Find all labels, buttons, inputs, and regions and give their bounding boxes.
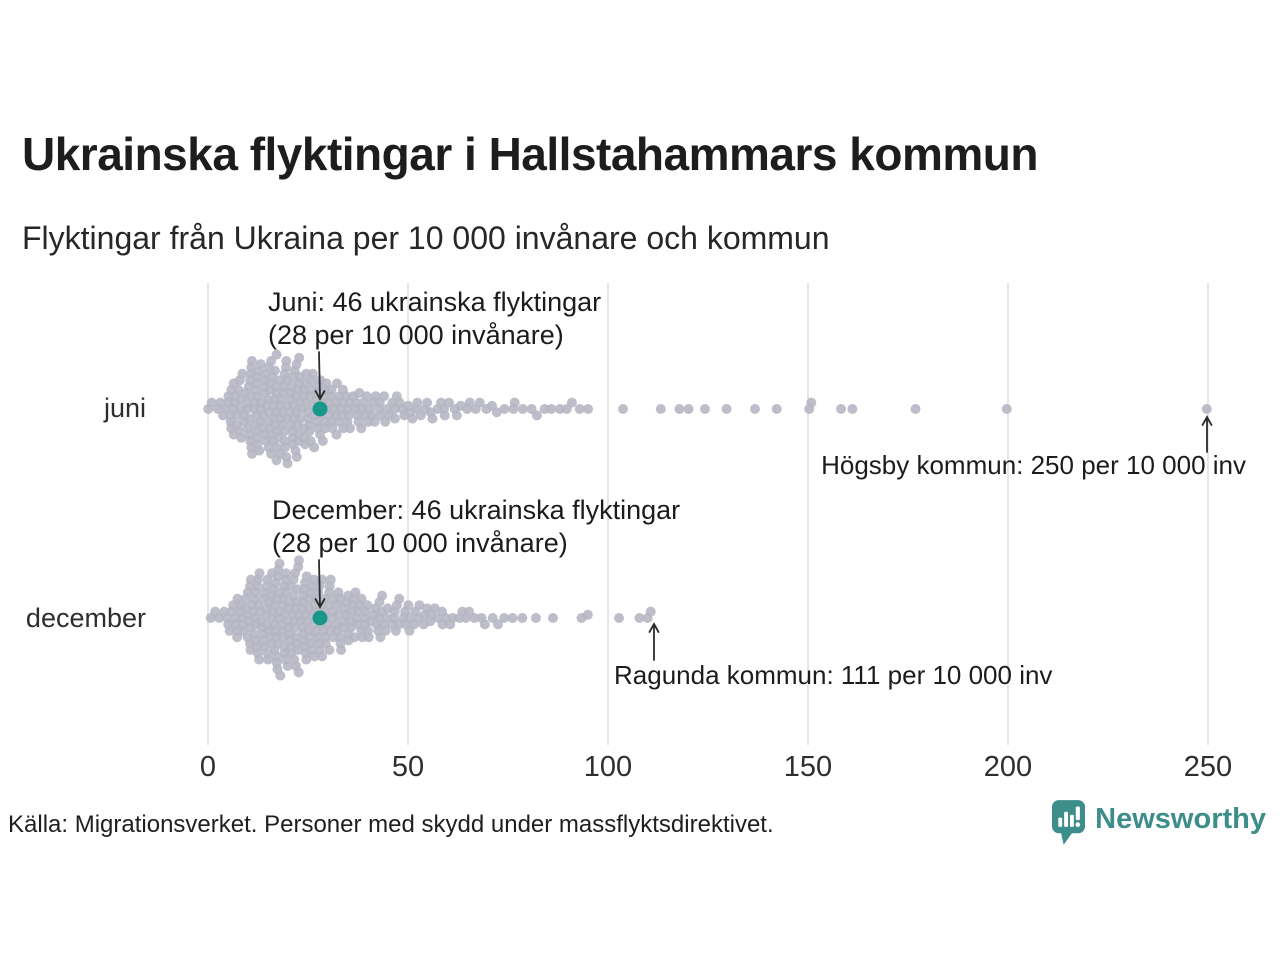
annotation-arrows	[314, 351, 1213, 661]
brand-logo: Newsworthy	[1051, 799, 1266, 846]
row-label-december: december	[25, 603, 146, 633]
x-tick-label: 100	[583, 751, 633, 783]
annotation-arrow	[1201, 415, 1213, 453]
x-tick-label: 50	[391, 751, 425, 783]
annotation-ragunda-max: Ragunda kommun: 111 per 10 000 inv	[614, 660, 1053, 690]
highlight-dot-december	[312, 610, 328, 626]
x-tick-label: 150	[783, 751, 833, 783]
annotation-line: (28 per 10 000 invånare)	[272, 527, 568, 558]
annotation-line: Juni: 46 ukrainska flyktingar	[268, 287, 602, 317]
source-note: Källa: Migrationsverket. Personer med sk…	[8, 811, 774, 838]
annotation-line: December: 46 ukrainska flyktingar	[272, 495, 681, 525]
brand-name: Newsworthy	[1095, 803, 1266, 835]
annotation-juni-highlight: Juni: 46 ukrainska flyktingar (28 per 10…	[268, 286, 601, 351]
x-tick-label: 200	[983, 751, 1033, 783]
annotation-december-highlight: December: 46 ukrainska flyktingar (28 pe…	[272, 494, 680, 559]
annotation-line: (28 per 10 000 invånare)	[268, 319, 564, 350]
chart-subtitle: Flyktingar från Ukraina per 10 000 invån…	[22, 220, 830, 256]
newsworthy-chart-bubble-icon	[1052, 800, 1086, 845]
annotation-arrow	[314, 351, 326, 401]
annotation-arrow	[314, 559, 326, 609]
annotation-hogsby-max: Högsby kommun: 250 per 10 000 inv	[821, 450, 1246, 480]
annotation-arrow	[648, 622, 660, 661]
x-tick-label: 0	[199, 751, 217, 783]
gridlines	[207, 283, 1209, 745]
x-tick-label: 250	[1183, 751, 1233, 783]
highlight-dot-juni	[312, 401, 328, 417]
beeswarm-dots-december	[205, 555, 656, 681]
row-label-juni: juni	[103, 393, 146, 423]
chart-title: Ukrainska flyktingar i Hallstahammars ko…	[22, 128, 1038, 180]
